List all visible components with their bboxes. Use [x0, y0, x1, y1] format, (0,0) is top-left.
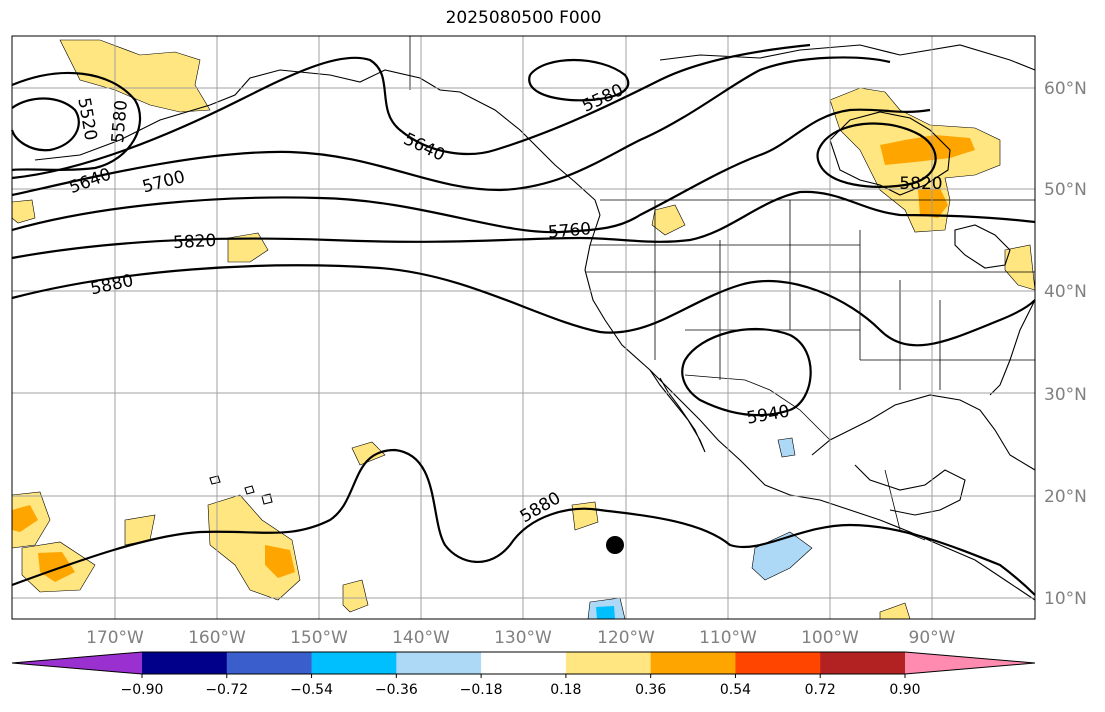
contour-label: 5820	[899, 174, 942, 194]
lon-tick: 100°W	[801, 628, 859, 648]
lon-tick: 140°W	[392, 628, 450, 648]
location-marker	[606, 536, 624, 554]
lon-tick: 130°W	[494, 628, 552, 648]
lat-tick: 10°N	[1044, 589, 1087, 609]
lon-tick: 90°W	[909, 628, 956, 648]
contour-label: 5760	[547, 219, 592, 243]
lat-tick: 50°N	[1044, 180, 1087, 200]
colorbar-tick-label: −0.90	[121, 682, 164, 698]
colorbar-cell	[396, 652, 481, 674]
colorbar-cell	[12, 652, 142, 674]
colorbar-tick-label: −0.72	[205, 682, 248, 698]
colorbar-tick-label: 0.72	[805, 682, 836, 698]
lat-tick-labels: 10°N 20°N 30°N 40°N 50°N 60°N	[1044, 79, 1087, 609]
lat-tick: 60°N	[1044, 79, 1087, 99]
colorbar-cell	[651, 652, 736, 674]
contour-label: 5820	[173, 231, 217, 253]
colorbar-cell	[905, 652, 1035, 674]
map-panel: 5520 5580 5640 5700 5820 5880 5640 5580 …	[12, 36, 1035, 619]
lon-tick: 160°W	[188, 628, 246, 648]
colorbar: −0.90 −0.72 −0.54 −0.36 −0.18 0.18 0.36 0.54 0.7…	[12, 652, 1035, 698]
lon-tick: 110°W	[699, 628, 757, 648]
colorbar-tick-label: 0.36	[635, 682, 666, 698]
colorbar-cell	[142, 652, 227, 674]
lon-tick: 150°W	[290, 628, 348, 648]
lon-tick: 170°W	[86, 628, 144, 648]
lat-tick: 30°N	[1044, 385, 1087, 405]
contour-label: 5580	[108, 99, 132, 144]
colorbar-tick-label: 0.18	[550, 682, 581, 698]
lat-tick: 40°N	[1044, 282, 1087, 302]
colorbar-tick-label: −0.54	[290, 682, 333, 698]
colorbar-cell	[312, 652, 397, 674]
colorbar-tick-label: 0.90	[889, 682, 920, 698]
colorbar-tick-label: −0.36	[375, 682, 418, 698]
lon-tick: 120°W	[597, 628, 655, 648]
colorbar-cell	[227, 652, 312, 674]
shade-neg-2-core	[596, 606, 615, 619]
colorbar-cell	[566, 652, 651, 674]
lon-tick-labels: 170°W 160°W 150°W 140°W 130°W 120°W 110°…	[86, 628, 956, 648]
colorbar-tick-label: −0.18	[460, 682, 503, 698]
lat-tick: 20°N	[1044, 487, 1087, 507]
colorbar-tick-label: 0.54	[720, 682, 751, 698]
colorbar-cell	[735, 652, 820, 674]
colorbar-cell	[820, 652, 905, 674]
colorbar-cell	[481, 652, 566, 674]
